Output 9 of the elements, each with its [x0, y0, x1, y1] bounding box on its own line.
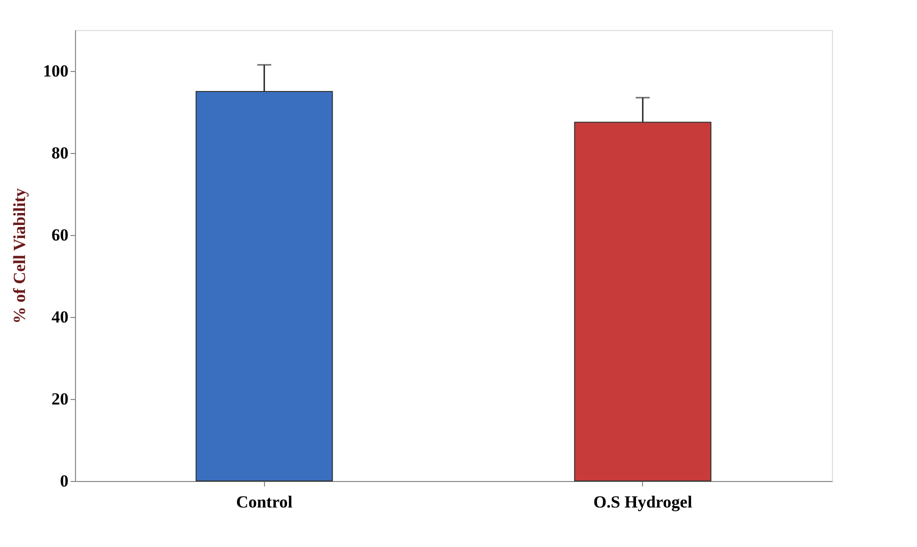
- y-tick-label: 20: [52, 390, 68, 408]
- y-tick-label: 0: [60, 472, 68, 490]
- y-tick-label: 40: [52, 308, 68, 326]
- x-tick-label: O.S Hydrogel: [593, 492, 692, 512]
- x-tick-label: Control: [236, 492, 293, 512]
- y-tick-label: 80: [52, 144, 68, 162]
- y-tick-label: 60: [52, 226, 68, 244]
- y-axis-title: % of Cell Viability: [10, 188, 29, 324]
- y-tick-label: 100: [43, 62, 68, 80]
